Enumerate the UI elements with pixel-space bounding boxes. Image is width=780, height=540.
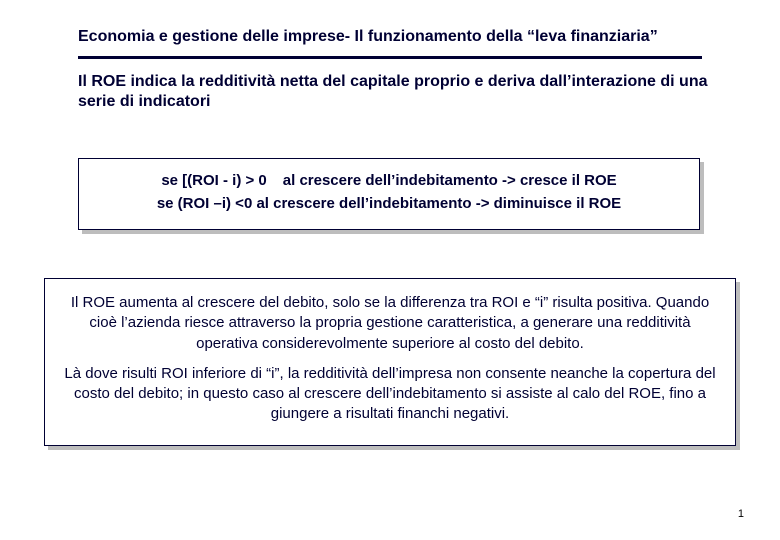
cond1-right: al crescere dell’indebitamento -> cresce… — [283, 172, 617, 189]
condition-line-1: se [(ROI - i) > 0 al crescere dell’indebi… — [93, 169, 685, 192]
page-number: 1 — [738, 508, 744, 520]
slide-page: Economia e gestione delle imprese- Il fu… — [0, 0, 780, 540]
header-suffix: Il funzionamento della “leva finanziaria… — [355, 28, 658, 45]
conditions-box: se [(ROI - i) > 0 al crescere dell’indebi… — [78, 158, 700, 230]
header-rule — [78, 56, 702, 59]
header-prefix: Economia e gestione delle imprese- — [78, 28, 355, 45]
slide-header: Economia e gestione delle imprese- Il fu… — [78, 28, 720, 46]
explanation-box: Il ROE aumenta al crescere del debito, s… — [44, 278, 736, 446]
slide-subtitle: Il ROE indica la redditività netta del c… — [78, 72, 708, 112]
cond1-left: se [(ROI - i) > 0 — [161, 172, 266, 189]
condition-line-2: se (ROI –i) <0 al crescere dell’indebita… — [93, 192, 685, 215]
explanation-paragraph-1: Il ROE aumenta al crescere del debito, s… — [63, 293, 717, 354]
explanation-paragraph-2: Là dove risulti ROI inferiore di “i”, la… — [63, 364, 717, 425]
